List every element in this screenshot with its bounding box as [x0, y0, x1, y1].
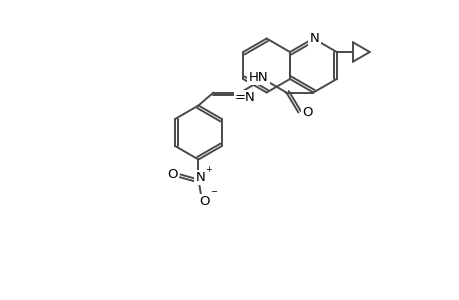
Text: HN: HN: [248, 70, 268, 83]
Text: O: O: [199, 195, 209, 208]
Text: +: +: [205, 164, 212, 173]
Text: N: N: [309, 32, 319, 45]
Text: =N: =N: [235, 91, 255, 104]
Text: O: O: [167, 168, 177, 181]
Text: −: −: [210, 188, 217, 196]
Text: O: O: [302, 106, 312, 119]
Text: N: N: [195, 171, 205, 184]
